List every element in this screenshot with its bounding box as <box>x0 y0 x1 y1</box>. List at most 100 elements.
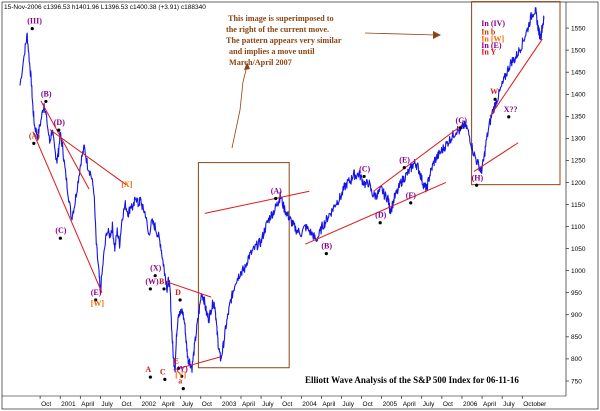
wave-point <box>180 374 184 378</box>
x-tick-label: July <box>423 401 435 408</box>
x-tick-label: 2005 <box>383 401 398 408</box>
x-tick-label: April <box>81 401 95 408</box>
note-line-4: and implies a move until <box>229 47 315 56</box>
wave-label: (Y) <box>177 364 188 373</box>
y-tick-label: 1450 <box>571 69 586 76</box>
trendline-7 <box>305 181 447 245</box>
y-tick-label: 1300 <box>571 136 586 143</box>
trendline-4 <box>166 281 212 298</box>
y-tick-label: 950 <box>571 290 582 297</box>
wave-point <box>274 196 278 201</box>
wave-point <box>176 366 181 370</box>
x-tick-label: Oct <box>282 401 292 408</box>
x-tick-label: April <box>322 401 336 408</box>
wave-label: (H) <box>472 173 484 182</box>
y-tick-label: 1500 <box>571 47 586 54</box>
trendline-10 <box>489 38 543 117</box>
wave-label: (A) <box>29 131 40 140</box>
wave-labels: (III) (A) (B) (D) (C) (E) [W] [X] (X) (W) B D A CE(Y)… <box>27 17 518 391</box>
y-tick-label: 1100 <box>571 224 585 231</box>
wave-label: X?? <box>504 105 518 114</box>
y-tick-label: 1400 <box>571 92 586 99</box>
x-tick-label: October <box>523 401 547 408</box>
price-series <box>19 7 545 373</box>
x-tick-label: July <box>262 401 274 408</box>
wave-label: a <box>178 377 182 386</box>
x-tick-label: Oct <box>41 401 51 408</box>
y-tick-label: 1150 <box>571 202 585 209</box>
wave-label: (B) <box>321 242 332 251</box>
y-axis: 750 800 850 900 950 1000 1050 1100 1150 1200 1250 1… <box>565 2 586 396</box>
y-tick-label: 1350 <box>571 114 586 121</box>
note-line-1: This image is superimposed to <box>228 14 334 23</box>
x-tick-label: Oct <box>443 401 453 408</box>
wave-point <box>44 99 48 104</box>
wave-label: (X) <box>150 264 161 273</box>
x-tick-label: July <box>101 401 113 408</box>
wave-point <box>163 377 167 381</box>
x-tick-label: Oct <box>363 401 373 408</box>
x-tick-label: Oct <box>202 401 212 408</box>
wave-label: C <box>160 367 166 376</box>
wave-point <box>475 183 479 187</box>
wave-point <box>507 115 511 119</box>
wave-label: [W] <box>91 299 105 308</box>
x-tick-label: 2006 <box>463 401 478 408</box>
x-tick-label: July <box>182 401 194 408</box>
wave-label: (E) <box>91 288 102 297</box>
y-tick-label: 1000 <box>571 268 586 275</box>
annotation-box-1 <box>197 162 290 369</box>
y-tick-label: 1250 <box>571 158 586 165</box>
wave-label: (D) <box>375 211 386 220</box>
chart-header: 15-Nov-2006 c1396.53 h1401.96 L1396.53 c… <box>4 4 206 11</box>
wave-point <box>57 128 61 132</box>
note-arrow-left-head <box>244 62 250 70</box>
wave-point <box>94 298 98 302</box>
x-tick-label: 2003 <box>222 401 237 408</box>
note-line-2: the right of the current move. <box>226 25 329 34</box>
trendline-1 <box>32 131 103 293</box>
wave-label: In (IV) <box>481 19 505 28</box>
y-tick-label: 750 <box>571 378 582 385</box>
x-tick-label: April <box>242 401 256 408</box>
x-tick-label: 2002 <box>142 401 157 408</box>
wave-point <box>402 166 406 170</box>
wave-label: A <box>145 365 151 374</box>
wave-label: In (E) <box>481 41 502 50</box>
wave-label: D <box>175 288 181 297</box>
wave-label: B <box>159 277 165 286</box>
x-tick-label: April <box>403 401 417 408</box>
wave-label: In b <box>481 28 496 37</box>
y-tick-label: 1550 <box>571 25 586 32</box>
annotation-note: This image is superimposed to the right … <box>226 14 441 149</box>
wave-point <box>409 201 413 205</box>
y-tick-label: 1200 <box>571 180 586 187</box>
y-tick-label: 1050 <box>571 246 586 253</box>
note-arrow-right-head <box>433 31 441 39</box>
annotation-boxes <box>197 1 561 369</box>
wave-point <box>148 375 152 379</box>
wave-point <box>148 287 152 291</box>
wave-label: [Y] <box>175 370 186 379</box>
note-arrow-left <box>231 65 248 149</box>
wave-label: (III) <box>27 17 42 26</box>
y-tick-label: 900 <box>571 312 582 319</box>
note-line-5: March/April 2007 <box>229 58 292 67</box>
trendline-2 <box>40 100 90 190</box>
x-tick-label: Oct <box>121 401 131 408</box>
wave-point <box>58 236 62 240</box>
wave-label: (F) <box>406 191 417 200</box>
wave-point <box>378 221 382 225</box>
price-line <box>19 7 545 373</box>
x-tick-label: July <box>503 401 515 408</box>
wave-label: (C) <box>359 164 370 173</box>
trendline-6 <box>204 190 310 214</box>
wave-label: (C) <box>55 226 66 235</box>
wave-point <box>181 387 185 391</box>
wave-point <box>324 252 328 256</box>
y-tick-label: 850 <box>571 334 582 341</box>
wave-label: (G) <box>456 116 468 125</box>
wave-point <box>458 126 463 130</box>
